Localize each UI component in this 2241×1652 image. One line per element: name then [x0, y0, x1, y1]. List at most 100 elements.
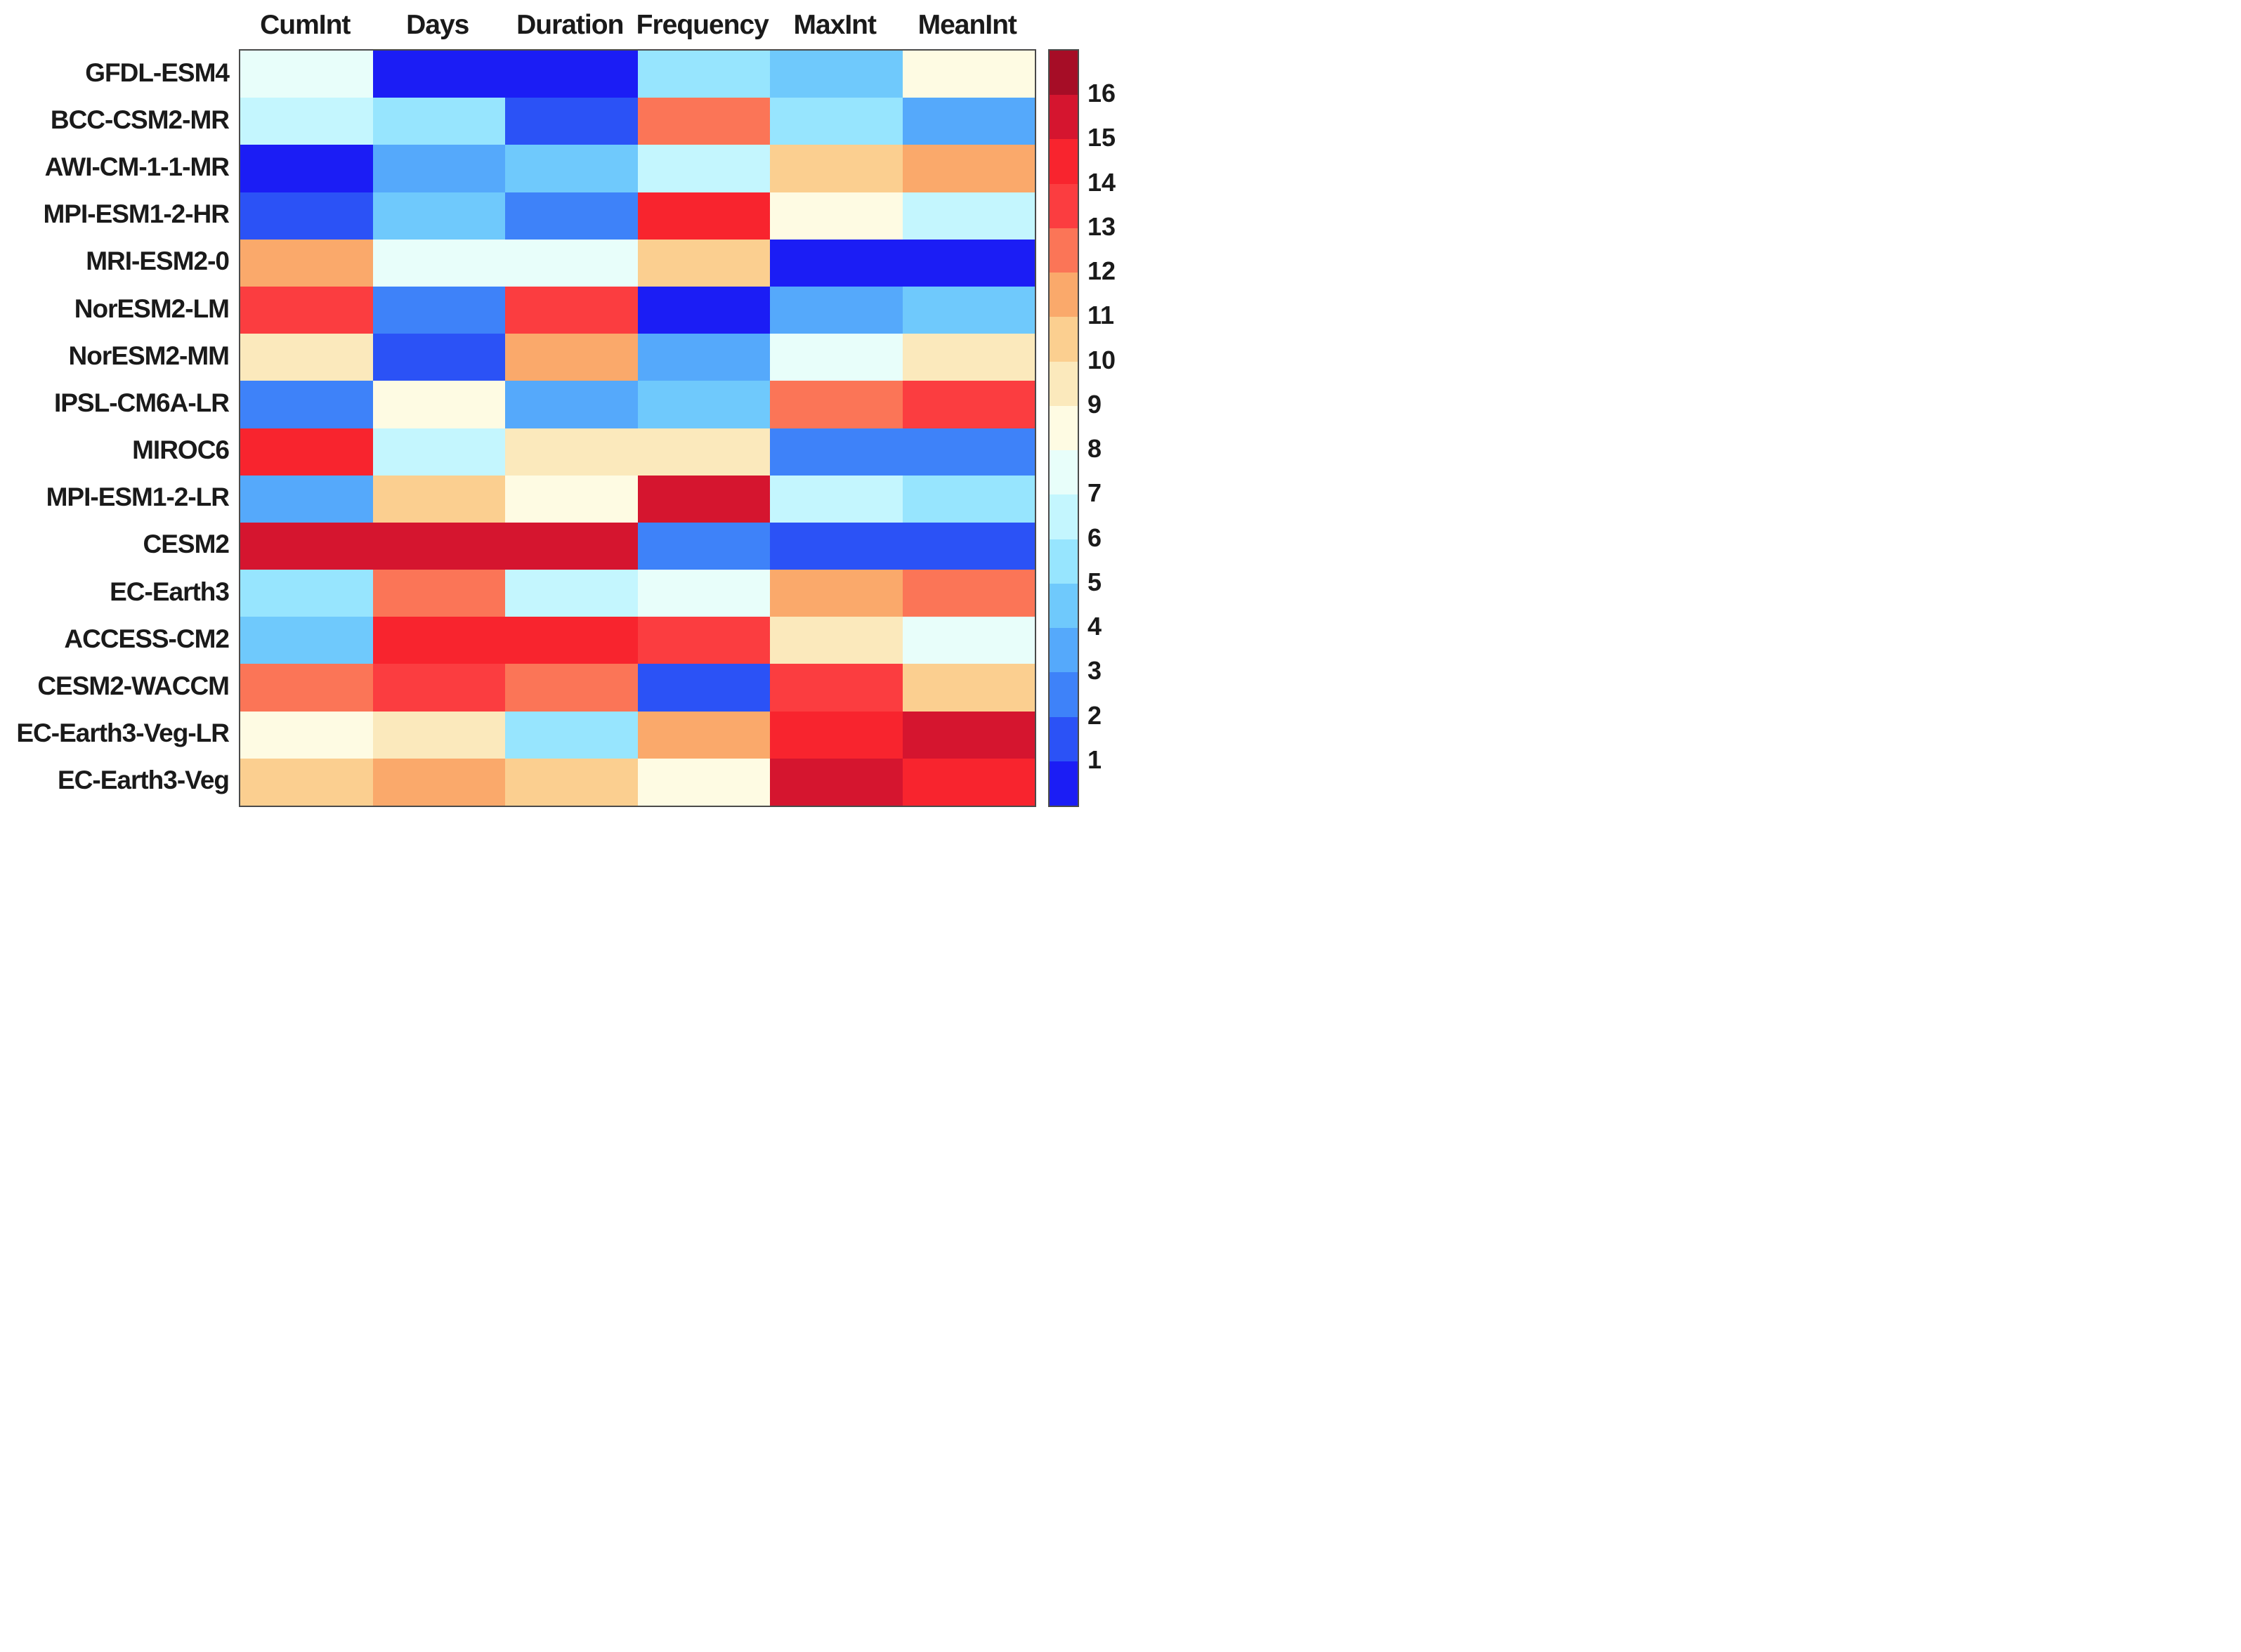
row-label-cesm2: CESM2 — [143, 530, 230, 559]
heatmap-cell — [372, 617, 505, 664]
heatmap-cell — [505, 522, 638, 570]
heatmap-cell — [637, 475, 770, 523]
heatmap-cell — [505, 475, 638, 523]
heatmap-cell — [902, 428, 1035, 476]
heatmap-cell — [902, 239, 1035, 287]
colorbar-band — [1050, 628, 1078, 673]
colorbar-tick-9: 9 — [1087, 389, 1102, 419]
row-label-cesm2-waccm: CESM2-WACCM — [37, 671, 230, 701]
heatmap-cell — [902, 758, 1035, 806]
heatmap-cell — [770, 664, 903, 712]
heatmap-cell — [770, 475, 903, 523]
colorbar-tick-10: 10 — [1087, 345, 1116, 374]
colorbar-tick-8: 8 — [1087, 434, 1102, 464]
heatmap-cell — [240, 239, 373, 287]
heatmap-cell — [505, 617, 638, 664]
colorbar-band — [1050, 450, 1078, 495]
heatmap-cell — [240, 381, 373, 428]
heatmap-cell — [372, 239, 505, 287]
row-label-awi-cm-1-1-mr: AWI-CM-1-1-MR — [44, 152, 230, 181]
colorbar-tick-11: 11 — [1087, 301, 1115, 330]
heatmap-cell — [240, 51, 373, 98]
heatmap-cell — [505, 286, 638, 334]
colorbar-tick-2: 2 — [1087, 700, 1102, 730]
heatmap-cell — [637, 570, 770, 617]
heatmap-cell — [770, 428, 903, 476]
heatmap-cell — [372, 381, 505, 428]
heatmap-cell — [637, 758, 770, 806]
colorbar-band — [1050, 228, 1078, 273]
row-label-gfdl-esm4: GFDL-ESM4 — [85, 58, 230, 87]
heatmap-cell — [770, 145, 903, 192]
heatmap-cell — [240, 145, 373, 192]
heatmap-cell — [372, 286, 505, 334]
colorbar-band — [1050, 494, 1078, 539]
heatmap-figure: CumInt Days Duration Frequency MaxInt MeanInt… — [0, 0, 1120, 826]
heatmap-cell — [505, 428, 638, 476]
heatmap-cell — [770, 98, 903, 145]
colorbar-tick-5: 5 — [1087, 567, 1102, 596]
heatmap-cell — [240, 522, 373, 570]
heatmap-grid — [239, 49, 1036, 807]
colorbar-tick-7: 7 — [1087, 478, 1102, 508]
heatmap-cell — [240, 475, 373, 523]
heatmap-cell — [240, 428, 373, 476]
heatmap-cell — [637, 98, 770, 145]
heatmap-cell — [637, 286, 770, 334]
heatmap-cell — [240, 617, 373, 664]
heatmap-cell — [637, 522, 770, 570]
row-label-mpi-esm1-2-lr: MPI-ESM1-2-LR — [46, 483, 230, 512]
heatmap-cell — [770, 570, 903, 617]
colorbar-band — [1050, 317, 1078, 362]
colorbar-band — [1050, 51, 1078, 96]
heatmap-cell — [505, 98, 638, 145]
row-label-mpi-esm1-2-hr: MPI-ESM1-2-HR — [43, 199, 230, 229]
heatmap-cell — [372, 334, 505, 381]
colorbar-tick-14: 14 — [1087, 167, 1116, 197]
row-label-ec-earth3: EC-Earth3 — [110, 577, 230, 606]
row-label-ec-earth3-veg: EC-Earth3-Veg — [57, 766, 230, 795]
row-label-ipsl-cm6a-lr: IPSL-CM6A-LR — [53, 388, 230, 417]
heatmap-cell — [372, 570, 505, 617]
heatmap-cell — [240, 98, 373, 145]
heatmap-cell — [902, 192, 1035, 240]
row-labels: GFDL-ESM4 BCC-CSM2-MR AWI-CM-1-1-MR MPI-ESM… — [0, 49, 230, 804]
row-label-bcc-csm2-mr: BCC-CSM2-MR — [50, 105, 230, 134]
heatmap-cell — [902, 617, 1035, 664]
heatmap-cell — [902, 664, 1035, 712]
colorbar-tick-15: 15 — [1087, 123, 1116, 152]
heatmap-cell — [770, 192, 903, 240]
column-header-days: Days — [406, 10, 469, 40]
row-label-ec-earth3-veg-lr: EC-Earth3-Veg-LR — [16, 719, 230, 748]
heatmap-cell — [902, 51, 1035, 98]
heatmap-cell — [505, 239, 638, 287]
colorbar-band — [1050, 183, 1078, 228]
heatmap-cell — [902, 570, 1035, 617]
heatmap-cell — [770, 51, 903, 98]
colorbar-tick-labels: 16 15 14 13 12 11 10 9 8 7 6 5 4 3 2 1 — [1087, 49, 1120, 804]
heatmap-cell — [505, 570, 638, 617]
heatmap-cell — [902, 145, 1035, 192]
heatmap-cell — [902, 475, 1035, 523]
heatmap-cell — [372, 428, 505, 476]
colorbar-band — [1050, 539, 1078, 584]
heatmap-cell — [372, 145, 505, 192]
heatmap-cell — [372, 51, 505, 98]
colorbar-band — [1050, 95, 1078, 140]
heatmap-cell — [770, 711, 903, 759]
heatmap-cell — [505, 192, 638, 240]
column-header-meanint: MeanInt — [917, 10, 1017, 40]
heatmap-cell — [372, 522, 505, 570]
colorbar-band — [1050, 716, 1078, 761]
heatmap-cell — [240, 711, 373, 759]
heatmap-cell — [637, 334, 770, 381]
row-label-access-cm2: ACCESS-CM2 — [64, 624, 230, 653]
colorbar-band — [1050, 405, 1078, 451]
heatmap-cell — [770, 239, 903, 287]
colorbar-tick-4: 4 — [1087, 612, 1102, 641]
colorbar-band — [1050, 273, 1078, 317]
heatmap-cell — [372, 475, 505, 523]
heatmap-cell — [637, 428, 770, 476]
colorbar-band — [1050, 583, 1078, 629]
heatmap-cell — [637, 51, 770, 98]
